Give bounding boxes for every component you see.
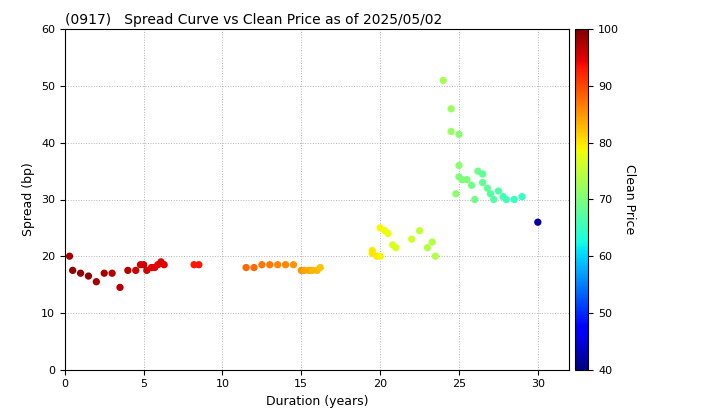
Point xyxy=(500,196,512,203)
Point xyxy=(272,261,284,268)
Point xyxy=(387,241,399,248)
Point xyxy=(466,182,477,189)
Point xyxy=(67,267,78,274)
Point xyxy=(390,244,402,251)
Point xyxy=(122,267,134,274)
Point xyxy=(307,267,318,274)
Point xyxy=(264,261,276,268)
Point xyxy=(189,261,200,268)
Point xyxy=(315,264,326,271)
Point xyxy=(303,267,315,274)
Point xyxy=(438,77,449,84)
Point xyxy=(240,264,252,271)
Point xyxy=(83,273,94,279)
Point xyxy=(149,264,161,271)
Point xyxy=(107,270,118,276)
Y-axis label: Spread (bp): Spread (bp) xyxy=(22,163,35,236)
Point xyxy=(114,284,126,291)
Point xyxy=(295,267,307,274)
Point xyxy=(372,253,383,260)
Point xyxy=(374,224,386,231)
Point xyxy=(498,193,509,200)
Point xyxy=(280,261,292,268)
Point xyxy=(99,270,110,276)
Point xyxy=(379,227,391,234)
Text: (0917)   Spread Curve vs Clean Price as of 2025/05/02: (0917) Spread Curve vs Clean Price as of… xyxy=(65,13,442,27)
Point xyxy=(477,171,488,177)
Point xyxy=(430,253,441,260)
Point xyxy=(193,261,204,268)
Point xyxy=(288,261,300,268)
Point xyxy=(374,253,386,260)
Point xyxy=(366,250,378,257)
Point xyxy=(461,176,472,183)
Point xyxy=(485,190,496,197)
Point xyxy=(145,264,157,271)
Point xyxy=(248,264,260,271)
Point xyxy=(469,196,480,203)
Point xyxy=(472,168,484,174)
Point xyxy=(516,193,528,200)
Point xyxy=(477,179,488,186)
Point xyxy=(446,105,457,112)
Point xyxy=(450,190,462,197)
Point xyxy=(299,267,310,274)
Point xyxy=(311,267,323,274)
Point xyxy=(406,236,418,242)
Point xyxy=(256,261,268,268)
X-axis label: Duration (years): Duration (years) xyxy=(266,395,369,408)
Point xyxy=(426,239,438,245)
Point xyxy=(75,270,86,276)
Point xyxy=(453,131,464,138)
Point xyxy=(156,258,167,265)
Point xyxy=(422,244,433,251)
Point xyxy=(158,261,170,268)
Point xyxy=(456,176,468,183)
Point xyxy=(508,196,520,203)
Point xyxy=(532,219,544,226)
Point xyxy=(488,196,500,203)
Point xyxy=(414,227,426,234)
Point xyxy=(446,128,457,135)
Point xyxy=(64,253,76,260)
Point xyxy=(135,261,146,268)
Point xyxy=(492,188,504,194)
Point xyxy=(141,267,153,274)
Point xyxy=(482,185,493,192)
Point xyxy=(138,261,150,268)
Point xyxy=(366,247,378,254)
Point xyxy=(91,278,102,285)
Point xyxy=(130,267,142,274)
Point xyxy=(152,261,163,268)
Y-axis label: Clean Price: Clean Price xyxy=(623,164,636,235)
Point xyxy=(453,162,464,169)
Point xyxy=(382,230,394,237)
Point xyxy=(453,173,464,180)
